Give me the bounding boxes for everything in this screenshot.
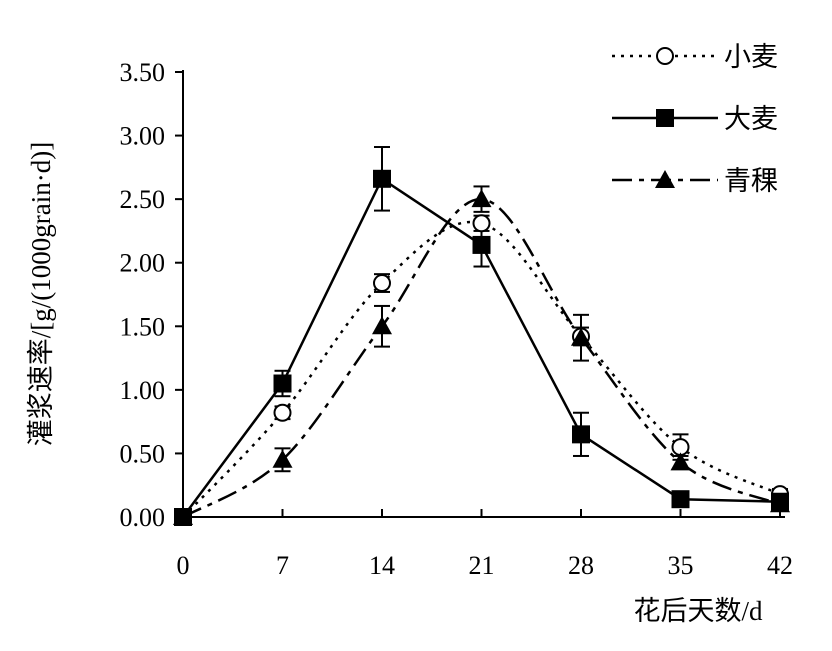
markers <box>173 169 790 526</box>
legend-label: 大麦 <box>724 104 778 134</box>
data-point <box>273 374 292 393</box>
y-tick-label: 1.00 <box>120 376 166 405</box>
y-axis-label: 灌浆速率/[g/(1000grain·d)] <box>26 142 56 446</box>
x-tick-label: 21 <box>469 551 495 580</box>
legend-marker <box>656 109 674 127</box>
x-tick-label: 7 <box>276 551 289 580</box>
x-tick-label: 28 <box>568 551 594 580</box>
data-point <box>770 494 790 513</box>
legend-label: 青稞 <box>724 166 778 196</box>
data-point <box>571 327 591 346</box>
data-point <box>272 449 293 468</box>
data-point <box>670 452 691 471</box>
data-point <box>373 169 391 188</box>
data-point <box>372 316 392 335</box>
x-tick-label: 42 <box>767 551 793 580</box>
legend-marker <box>656 47 674 65</box>
y-tick-label: 3.00 <box>120 122 166 151</box>
ticks: 0.00 0.50 1.00 1.50 2.00 2.50 3.00 3.50 0 7 14 21 28… <box>120 58 794 580</box>
data-point <box>373 274 391 293</box>
legend-marker <box>655 170 675 188</box>
data-point <box>471 189 492 208</box>
x-axis-label: 花后天数/d <box>633 596 763 626</box>
x-tick-label: 35 <box>668 551 694 580</box>
data-point <box>472 214 491 233</box>
legend-label: 小麦 <box>724 42 778 72</box>
y-tick-label: 1.50 <box>120 312 166 341</box>
data-point <box>572 425 590 444</box>
y-tick-label: 2.50 <box>120 185 166 214</box>
error-bars <box>274 146 788 510</box>
data-point <box>671 490 690 509</box>
data-point <box>173 507 193 525</box>
y-tick-label: 3.50 <box>120 58 166 87</box>
x-tick-label: 14 <box>369 551 395 580</box>
y-tick-label: 0.00 <box>120 503 166 532</box>
data-point <box>273 403 292 422</box>
data-point <box>472 235 491 254</box>
y-tick-label: 0.50 <box>120 439 166 468</box>
x-tick-label: 0 <box>177 551 190 580</box>
y-tick-label: 2.00 <box>120 249 166 278</box>
axes <box>182 70 785 518</box>
